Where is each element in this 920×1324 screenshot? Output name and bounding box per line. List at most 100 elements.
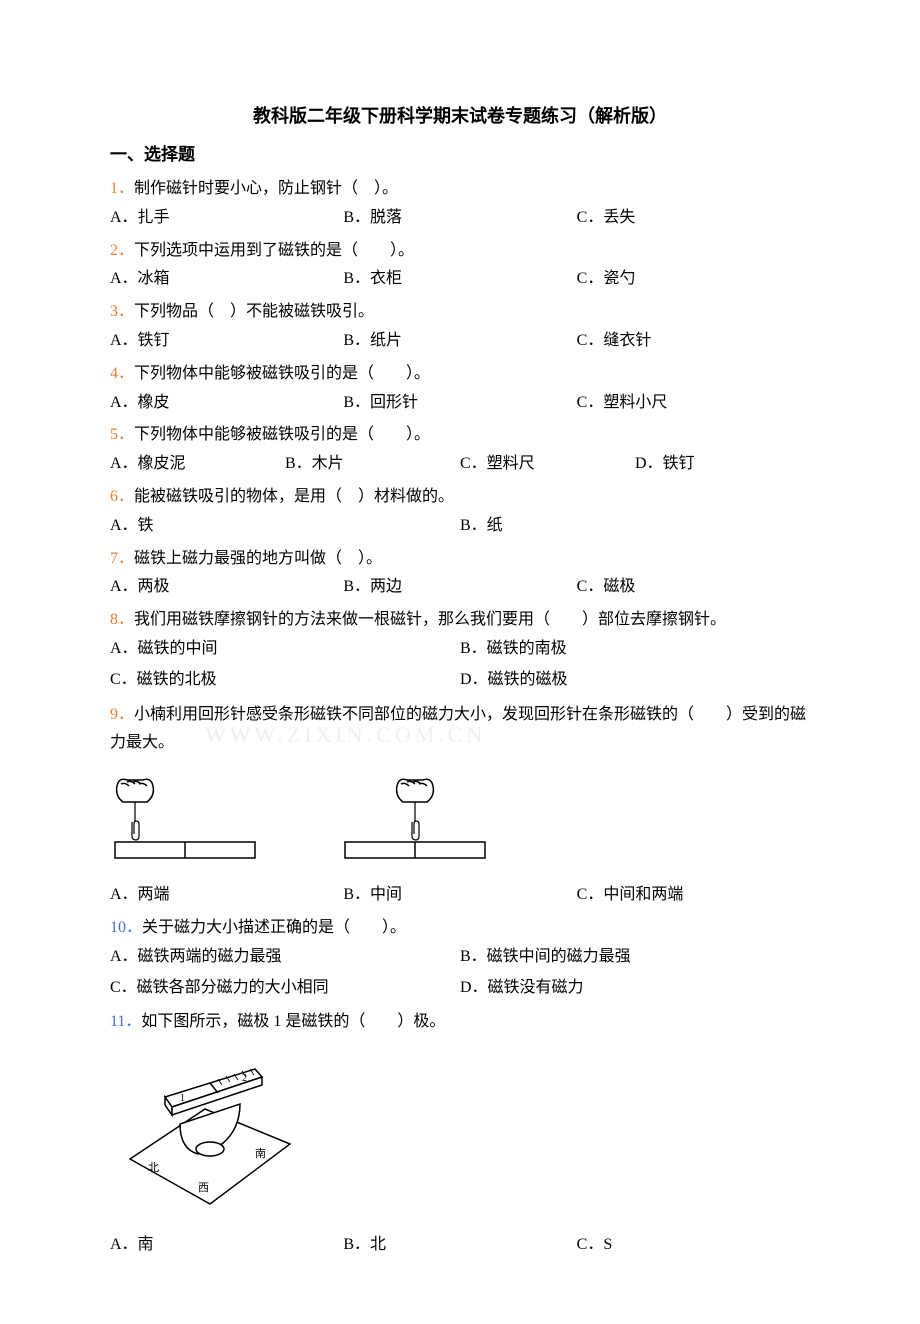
question-text-line: 1．制作磁针时要小心，防止钢针（ ）。 [110,175,810,204]
option: A．磁铁两端的磁力最强 [110,943,460,972]
question-text-line: 5．下列物体中能够被磁铁吸引的是（ ）。 [110,421,810,450]
option: B．回形针 [343,389,576,418]
question: 5．下列物体中能够被磁铁吸引的是（ ）。A．橡皮泥B．木片C．塑料尺D．铁钉 [110,421,810,479]
options-row: A．扎手B．脱落C．丢失 [110,204,810,233]
option: C．塑料尺 [460,450,635,479]
section-header: 一、选择题 [110,140,810,171]
question-text: 我们用磁铁摩擦钢针的方法来做一根磁针，那么我们要用（ ）部位去摩擦钢针。 [134,611,726,628]
question-images-row [110,772,810,867]
question-number: 4． [110,365,134,382]
question: 4．下列物体中能够被磁铁吸引的是（ ）。A．橡皮B．回形针C．塑料小尺 [110,360,810,418]
options-row: A．橡皮B．回形针C．塑料小尺 [110,389,810,418]
question-number: 6． [110,488,134,505]
questions-container: 1．制作磁针时要小心，防止钢针（ ）。A．扎手B．脱落C．丢失2．下列选项中运用… [110,175,810,1260]
question: 11．如下图所示，磁极 1 是磁铁的（ ）极。 东 南 北 西 1 2 [110,1008,810,1260]
option: A．铁 [110,512,460,541]
hand-magnet-middle-image [340,772,490,867]
question-number: 8． [110,611,134,628]
option: B．中间 [343,881,576,910]
options-row: A．铁B．纸 [110,512,810,541]
option: D．磁铁的磁极 [460,666,810,695]
question-text: 磁铁上磁力最强的地方叫做（ ）。 [134,550,382,567]
question-text: 如下图所示，磁极 1 是磁铁的（ ）极。 [141,1013,445,1030]
question: 1．制作磁针时要小心，防止钢针（ ）。A．扎手B．脱落C．丢失 [110,175,810,233]
question: 8．我们用磁铁摩擦钢针的方法来做一根磁针，那么我们要用（ ）部位去摩擦钢针。A．… [110,606,810,696]
question-text-line: 8．我们用磁铁摩擦钢针的方法来做一根磁针，那么我们要用（ ）部位去摩擦钢针。 [110,606,810,635]
option: B．北 [343,1231,576,1260]
question-text-line: 4．下列物体中能够被磁铁吸引的是（ ）。 [110,360,810,389]
option: A．两端 [110,881,343,910]
option: B．磁铁的南极 [460,635,810,664]
options-row: A．两端B．中间C．中间和两端 [110,881,810,910]
compass-magnet-image: 东 南 北 西 1 2 [110,1049,300,1219]
question-number: 10． [110,919,142,936]
question-text-line: 11．如下图所示，磁极 1 是磁铁的（ ）极。 [110,1008,810,1037]
option: A．两极 [110,573,343,602]
question-text: 下列物品（ ）不能被磁铁吸引。 [134,303,374,320]
option: B．衣柜 [343,265,576,294]
question-text: 小楠利用回形针感受条形磁铁不同部位的磁力大小，发现回形针在条形磁铁的（ ）受到的… [110,706,806,752]
hand-magnet-icon [110,772,260,867]
option: C．丢失 [577,204,810,233]
options-row: A．磁铁两端的磁力最强B．磁铁中间的磁力最强C．磁铁各部分磁力的大小相同D．磁铁… [110,943,810,1005]
question-text: 下列选项中运用到了磁铁的是（ ）。 [134,242,414,259]
question-number: 11． [110,1013,141,1030]
hand-magnet-icon [340,772,490,867]
options-row: A．南B．北C．S [110,1231,810,1260]
option: C．缝衣针 [577,327,810,356]
question-text-line: 2．下列选项中运用到了磁铁的是（ ）。 [110,237,810,266]
question-number: 9． [110,706,134,723]
option: B．磁铁中间的磁力最强 [460,943,810,972]
option: C．磁铁的北极 [110,666,460,695]
question-text-line: 3．下列物品（ ）不能被磁铁吸引。 [110,298,810,327]
option: A．南 [110,1231,343,1260]
option: A．磁铁的中间 [110,635,460,664]
question-text: 下列物体中能够被磁铁吸引的是（ ）。 [134,426,430,443]
options-row: A．铁钉B．纸片C．缝衣针 [110,327,810,356]
question: 7．磁铁上磁力最强的地方叫做（ ）。A．两极B．两边C．磁极 [110,545,810,603]
svg-text:西: 西 [198,1182,209,1194]
option: C．磁铁各部分磁力的大小相同 [110,974,460,1003]
option: C．瓷勺 [577,265,810,294]
question-text-line: 9．小楠利用回形针感受条形磁铁不同部位的磁力大小，发现回形针在条形磁铁的（ ）受… [110,701,810,759]
option: B．木片 [285,450,460,479]
option: B．脱落 [343,204,576,233]
options-row: A．冰箱B．衣柜C．瓷勺 [110,265,810,294]
options-row: A．两极B．两边C．磁极 [110,573,810,602]
option: A．铁钉 [110,327,343,356]
question-number: 2． [110,242,134,259]
options-row: A．橡皮泥B．木片C．塑料尺D．铁钉 [110,450,810,479]
option: A．橡皮泥 [110,450,285,479]
option: A．扎手 [110,204,343,233]
question-text-line: 6．能被磁铁吸引的物体，是用（ ）材料做的。 [110,483,810,512]
svg-text:1: 1 [180,1093,185,1104]
question-text: 下列物体中能够被磁铁吸引的是（ ）。 [134,365,430,382]
question-number: 1． [110,180,134,197]
page-title: 教科版二年级下册科学期末试卷专题练习（解析版） [110,100,810,132]
question-number: 5． [110,426,134,443]
option: A．冰箱 [110,265,343,294]
compass-magnet-icon: 东 南 北 西 1 2 [110,1049,300,1219]
question: 6．能被磁铁吸引的物体，是用（ ）材料做的。A．铁B．纸 [110,483,810,541]
question: 10．关于磁力大小描述正确的是（ ）。A．磁铁两端的磁力最强B．磁铁中间的磁力最… [110,914,810,1004]
question-text: 关于磁力大小描述正确的是（ ）。 [142,919,406,936]
option: B．两边 [343,573,576,602]
question-number: 3． [110,303,134,320]
question-text-line: 7．磁铁上磁力最强的地方叫做（ ）。 [110,545,810,574]
question-number: 7． [110,550,134,567]
question-text-line: 10．关于磁力大小描述正确的是（ ）。 [110,914,810,943]
svg-text:南: 南 [255,1147,266,1160]
hand-magnet-end-image [110,772,260,867]
option: C．磁极 [577,573,810,602]
option: C．S [577,1231,810,1260]
option: A．橡皮 [110,389,343,418]
question-text: 能被磁铁吸引的物体，是用（ ）材料做的。 [134,488,454,505]
option: C．中间和两端 [577,881,810,910]
question: 2．下列选项中运用到了磁铁的是（ ）。A．冰箱B．衣柜C．瓷勺 [110,237,810,295]
question-text: 制作磁针时要小心，防止钢针（ ）。 [134,180,398,197]
question: 3．下列物品（ ）不能被磁铁吸引。A．铁钉B．纸片C．缝衣针 [110,298,810,356]
question: 9．小楠利用回形针感受条形磁铁不同部位的磁力大小，发现回形针在条形磁铁的（ ）受… [110,701,810,910]
option: B．纸片 [343,327,576,356]
option: C．塑料小尺 [577,389,810,418]
svg-text:北: 北 [148,1161,159,1174]
